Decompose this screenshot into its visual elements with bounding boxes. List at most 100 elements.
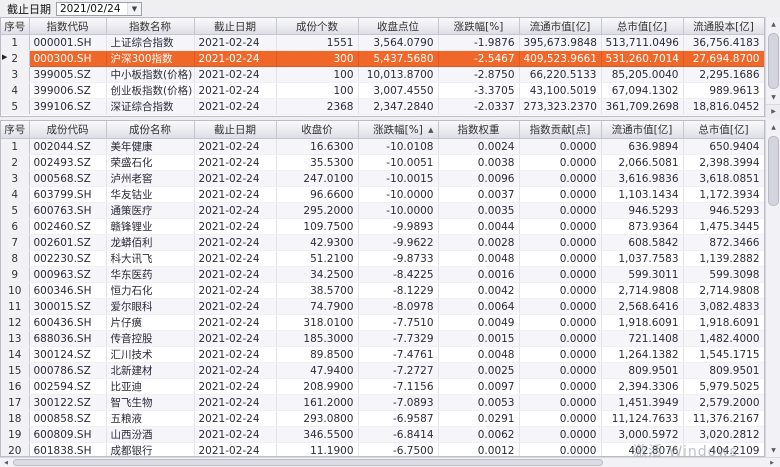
cell: 泸州老窖 xyxy=(106,170,195,187)
table-row[interactable]: 4 603799.SH 华友钴业 2021-02-24 96.6600 -10.0000 0… xyxy=(1,186,764,203)
column-header[interactable]: 流通股本[亿] xyxy=(682,18,764,35)
constituent-table: 序号 成份代码 成份名称 截止日期 收盘价 涨跌幅[%] ▲ 指数权重 指数贡献[点] 流通市值[… xyxy=(1,121,764,456)
column-header[interactable]: 流通市值[亿] xyxy=(600,121,684,139)
column-header[interactable]: 收盘点位 xyxy=(357,18,439,35)
cell: 0.0000 xyxy=(519,282,602,299)
cell: 0.0096 xyxy=(438,170,520,187)
scroll-down-icon[interactable]: ▼ xyxy=(766,443,780,457)
column-header[interactable]: 收盘价 xyxy=(275,121,359,139)
cell: 0.0048 xyxy=(438,346,520,363)
column-header[interactable]: 总市值[亿] xyxy=(600,18,684,35)
scroll-down-icon[interactable]: ▼ xyxy=(766,90,780,104)
toolbar: 截止日期 2021/02/24 ▼ xyxy=(0,0,780,17)
cell: 2368 xyxy=(276,98,359,115)
cell: 273,323.2370 xyxy=(519,98,602,115)
cell: 3,082.4833 xyxy=(683,298,764,315)
cell: 11,376.2167 xyxy=(683,410,764,427)
column-header[interactable]: 指数贡献[点] xyxy=(518,121,602,139)
cell: 3,564.0790 xyxy=(358,34,439,51)
cell: 2021-02-24 xyxy=(194,66,277,83)
scrollbar-thumb[interactable] xyxy=(13,459,603,466)
table-row[interactable]: 12 600436.SH 片仔癀 2021-02-24 318.0100 -7.7510 0… xyxy=(1,314,764,331)
cell: -8.1229 xyxy=(358,282,439,299)
table-row[interactable]: 6 002460.SZ 赣锋锂业 2021-02-24 109.7500 -9.9893 0… xyxy=(1,218,764,235)
column-header[interactable]: 成份名称 xyxy=(105,121,195,139)
row-number-cell: 7 xyxy=(1,234,30,251)
cell: 2021-02-24 xyxy=(194,250,277,267)
cell: 2021-02-24 xyxy=(194,82,277,99)
cell: 五粮液 xyxy=(106,410,195,427)
table-row[interactable]: 11 300015.SZ 爱尔眼科 2021-02-24 74.7900 -8.0978 0… xyxy=(1,298,764,315)
column-header[interactable]: 序号 xyxy=(1,121,30,139)
row-number-cell: 5 xyxy=(1,98,30,115)
cell: 300122.SZ xyxy=(29,394,107,411)
cell: 2021-02-24 xyxy=(194,314,277,331)
table-row[interactable]: 3 399005.SZ 中小板指数(价格) 2021-02-24 100 10,013.8… xyxy=(1,66,764,83)
table-row[interactable]: 1 002044.SZ 美年健康 2021-02-24 16.6300 -10.0108 0… xyxy=(1,138,764,155)
column-header[interactable]: 涨跌幅[%] ▲ xyxy=(357,121,439,139)
column-header[interactable]: 流通市值[亿] xyxy=(518,18,602,35)
table-row[interactable]: 1 000001.SH 上证综合指数 2021-02-24 1551 3,564.0790… xyxy=(1,34,764,51)
table-row[interactable]: 4 399006.SZ 创业板指数(价格) 2021-02-24 100 3,007.45… xyxy=(1,82,764,99)
constituent-table-vertical-scrollbar[interactable]: ▲ ▼ xyxy=(765,120,780,457)
table-row[interactable]: 9 000963.SZ 华东医药 2021-02-24 34.2500 -8.4225 0.… xyxy=(1,266,764,283)
table-row[interactable]: 18 000858.SZ 五粮液 2021-02-24 293.0800 -6.9587 0… xyxy=(1,410,764,427)
row-number-cell: 12 xyxy=(1,314,30,331)
cell: -10.0000 xyxy=(358,202,439,219)
cell: 10,013.8700 xyxy=(358,66,439,83)
table-row[interactable]: 15 000786.SZ 北新建材 2021-02-24 47.9400 -7.2727 0… xyxy=(1,362,764,379)
cell: 2,295.1686 xyxy=(683,66,764,83)
cell: 300124.SZ xyxy=(29,346,107,363)
column-header[interactable]: 涨跌幅[%] xyxy=(437,18,520,35)
cell: 1,475.3445 xyxy=(683,218,764,235)
cell: 399006.SZ xyxy=(29,82,107,99)
table-row[interactable]: ▶ 2 000300.SH 沪深300指数 2021-02-24 300 5,437.568… xyxy=(1,50,764,67)
cell: 0.0000 xyxy=(519,394,602,411)
table-row[interactable]: 2 002493.SZ 荣盛石化 2021-02-24 35.5300 -10.0051 0… xyxy=(1,154,764,171)
cell: 599.3011 xyxy=(601,266,684,283)
column-header[interactable]: 截止日期 xyxy=(193,121,277,139)
table-row[interactable]: 5 399106.SZ 深证综合指数 2021-02-24 2368 2,347.2840… xyxy=(1,98,764,115)
row-number-cell: 6 xyxy=(1,218,30,235)
scrollbar-thumb[interactable] xyxy=(768,33,779,89)
index-table-vertical-scrollbar[interactable]: ▲ ▼ ▶ xyxy=(765,17,780,118)
date-picker[interactable]: 2021/02/24 ▼ xyxy=(56,1,142,16)
column-header[interactable]: 总市值[亿] xyxy=(682,121,764,139)
cell: 2021-02-24 xyxy=(194,98,277,115)
column-header[interactable]: 指数名称 xyxy=(105,18,195,35)
table-row[interactable]: 8 002230.SZ 科大讯飞 2021-02-24 51.2100 -9.8733 0.… xyxy=(1,250,764,267)
row-number-cell: 13 xyxy=(1,330,30,347)
cell: 0.0025 xyxy=(438,362,520,379)
table-row[interactable]: 7 002601.SZ 龙蟒佰利 2021-02-24 42.9300 -9.9622 0.… xyxy=(1,234,764,251)
scroll-right-icon[interactable]: ▶ xyxy=(766,104,780,118)
column-header[interactable]: 指数代码 xyxy=(28,18,107,35)
cell: 2021-02-24 xyxy=(194,186,277,203)
table-row[interactable]: 3 000568.SZ 泸州老窖 2021-02-24 247.0100 -10.0015… xyxy=(1,170,764,187)
column-header[interactable]: 截止日期 xyxy=(193,18,277,35)
scroll-right-icon[interactable]: ▶ xyxy=(770,459,774,466)
cell: 185.3000 xyxy=(276,330,359,347)
column-header[interactable]: 指数权重 xyxy=(437,121,520,139)
cell: -8.0978 xyxy=(358,298,439,315)
cell: 531,260.7014 xyxy=(601,50,684,67)
scrollbar-thumb[interactable] xyxy=(768,136,779,206)
table-row[interactable]: 5 600763.SH 通策医疗 2021-02-24 295.2000 -10.0000… xyxy=(1,202,764,219)
scroll-left-icon[interactable]: ◀ xyxy=(4,459,8,466)
table-row[interactable]: 19 600809.SH 山西汾酒 2021-02-24 346.5500 -6.8414… xyxy=(1,426,764,443)
scroll-up-icon[interactable]: ▲ xyxy=(766,120,780,134)
dropdown-arrow-icon[interactable]: ▼ xyxy=(127,2,141,15)
table-row[interactable]: 17 300122.SZ 智飞生物 2021-02-24 161.2000 -7.0893… xyxy=(1,394,764,411)
table-row[interactable]: 14 300124.SZ 汇川技术 2021-02-24 89.8500 -7.4761 0… xyxy=(1,346,764,363)
column-header[interactable]: 成份个数 xyxy=(275,18,359,35)
constituent-table-header-row: 序号 成份代码 成份名称 截止日期 收盘价 涨跌幅[%] ▲ 指数权重 指数贡献[点] 流通市值[… xyxy=(1,121,764,139)
table-row[interactable]: 16 002594.SZ 比亚迪 2021-02-24 208.9900 -7.1156 0… xyxy=(1,378,764,395)
cell: 0.0000 xyxy=(519,298,602,315)
cell: 0.0000 xyxy=(519,234,602,251)
table-row[interactable]: 13 688036.SH 传音控股 2021-02-24 185.3000 -7.7329… xyxy=(1,330,764,347)
column-header[interactable]: 序号 xyxy=(1,18,30,35)
column-header[interactable]: 成份代码 xyxy=(28,121,107,139)
scroll-up-icon[interactable]: ▲ xyxy=(766,17,780,31)
table-row[interactable]: 10 600346.SH 恒力石化 2021-02-24 38.5700 -8.1229 0… xyxy=(1,282,764,299)
horizontal-scrollbar[interactable]: ◀ ▶ xyxy=(0,457,780,467)
table-row[interactable]: 20 601838.SH 成都银行 2021-02-24 11.1900 -6.7500 0… xyxy=(1,442,764,456)
